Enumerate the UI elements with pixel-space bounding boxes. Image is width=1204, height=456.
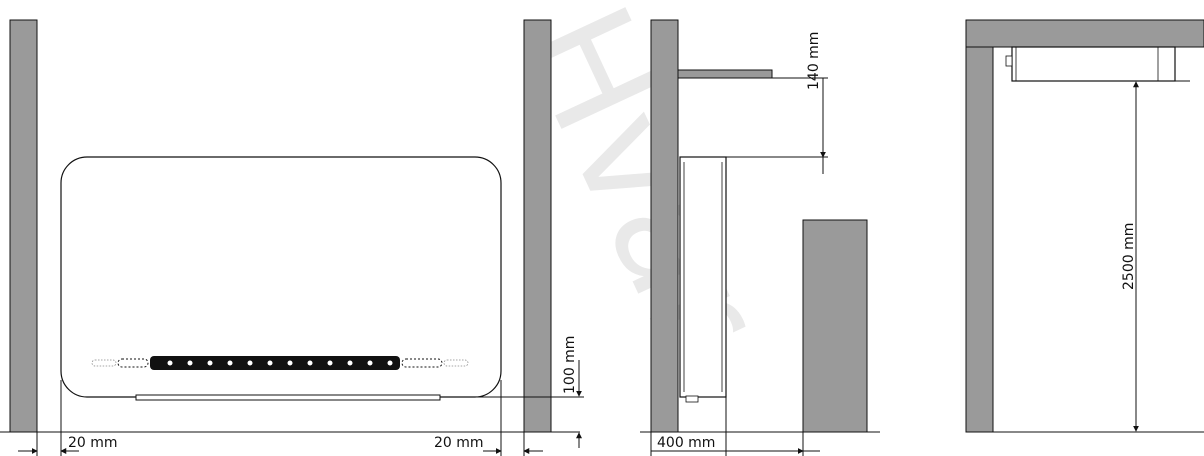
right-wall [523, 19, 552, 433]
top-clearance-label: 140 mm [806, 32, 822, 90]
ceiling-side-wall [965, 46, 994, 433]
side-wall [650, 19, 679, 433]
left-wall [9, 19, 38, 433]
ceiling-view: 2500 mm [965, 19, 1204, 433]
ceiling-slab [965, 19, 1204, 48]
decorative-pattern [91, 356, 469, 370]
left-clearance-label: 20 mm [68, 435, 118, 451]
floor-clearance-label: 100 mm [562, 336, 578, 394]
fan-coil-unit-side [679, 156, 727, 403]
front-obstacle [802, 219, 868, 433]
installation-height-label: 2500 mm [1121, 223, 1137, 290]
front-clearance-label: 400 mm [657, 435, 715, 451]
front-unit-base-slot [135, 394, 441, 401]
top-shelf [677, 69, 773, 79]
front-view: 20 mm 20 mm 100 mm [0, 19, 584, 456]
fan-coil-unit-ceiling [1005, 46, 1176, 82]
right-clearance-label: 20 mm [434, 435, 484, 451]
fan-coil-unit-front [60, 156, 502, 401]
side-view: 140 mm 400 mm [640, 19, 880, 456]
